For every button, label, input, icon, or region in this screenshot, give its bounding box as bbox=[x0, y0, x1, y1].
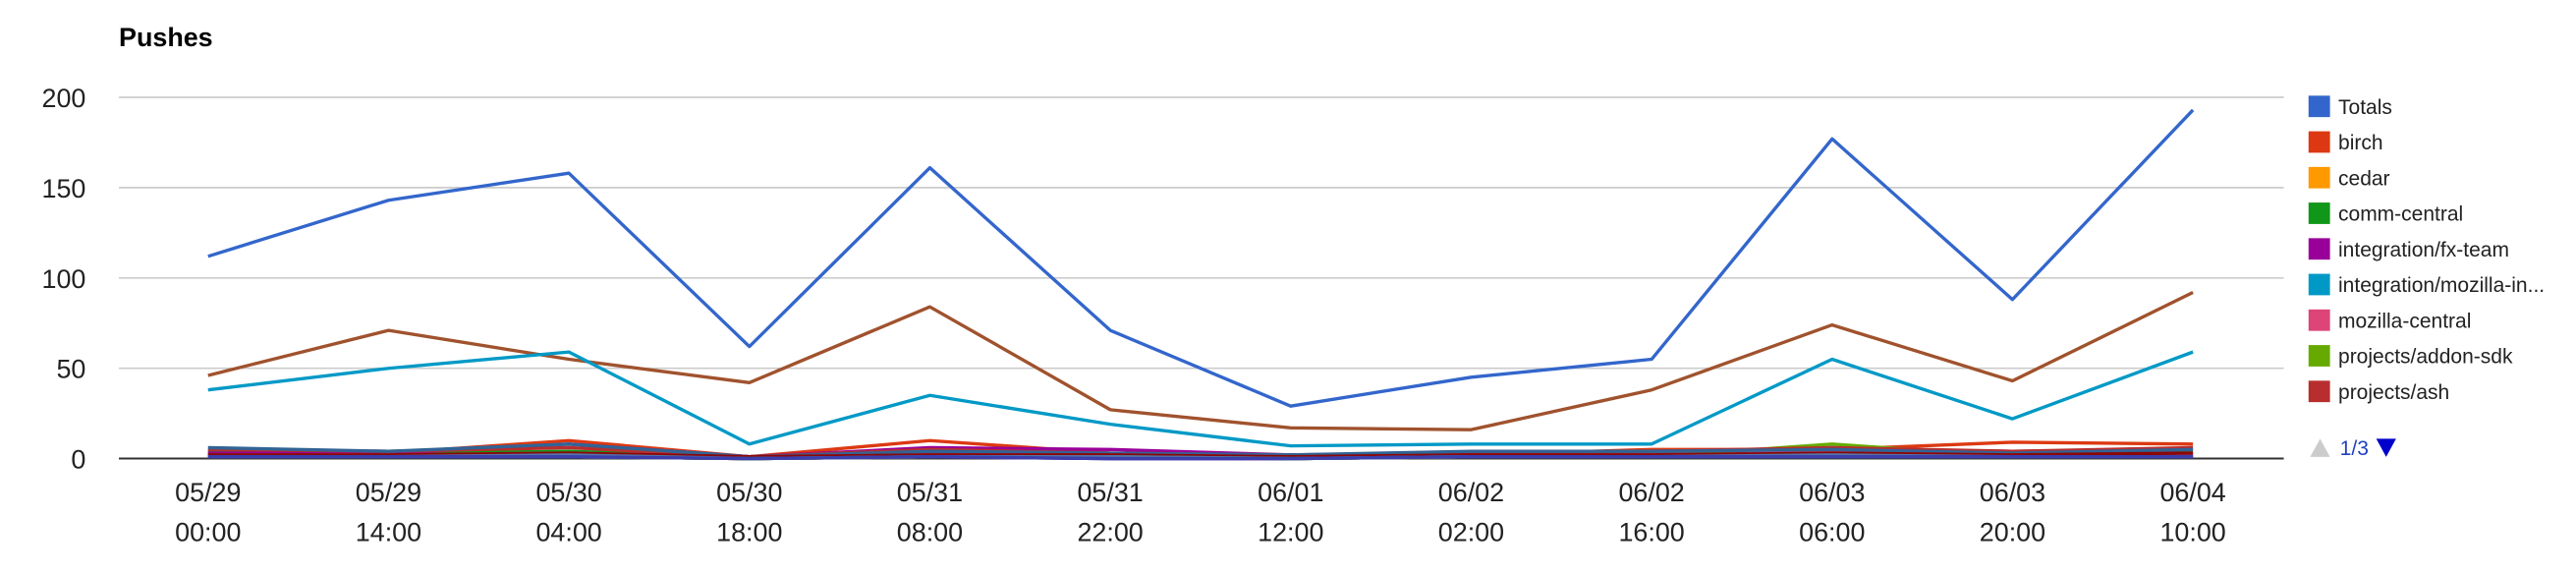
triangle-up-icon[interactable] bbox=[2310, 438, 2330, 457]
x-tick-label: 20:00 bbox=[1980, 517, 2045, 546]
chart-title: Pushes bbox=[119, 23, 213, 52]
x-tick-label: 18:00 bbox=[716, 517, 782, 546]
x-tick-label: 05/29 bbox=[356, 478, 421, 507]
legend-item[interactable]: comm-central bbox=[2308, 202, 2463, 226]
y-tick-label: 200 bbox=[42, 84, 86, 113]
legend-label: projects/ash bbox=[2338, 381, 2449, 404]
legend-page-indicator: 1/3 bbox=[2340, 437, 2369, 460]
x-tick-label: 06/04 bbox=[2159, 478, 2225, 507]
x-tick-label: 00:00 bbox=[175, 517, 241, 546]
legend-item[interactable]: projects/addon-sdk bbox=[2308, 345, 2513, 369]
legend-label: mozilla-central bbox=[2338, 310, 2471, 332]
x-axis: 05/29 00:00 05/29 14:00 05/30 04:00 05/30 18:00… bbox=[175, 478, 2226, 546]
x-tick-label: 06/03 bbox=[1980, 478, 2045, 507]
x-tick-label: 06/03 bbox=[1799, 478, 1865, 507]
legend-item[interactable]: integration/mozilla-in... bbox=[2308, 273, 2545, 297]
legend-swatch bbox=[2308, 309, 2330, 331]
x-tick-label: 06/01 bbox=[1258, 478, 1323, 507]
y-tick-label: 50 bbox=[56, 355, 85, 384]
legend-item[interactable]: projects/ash bbox=[2308, 380, 2449, 404]
y-tick-label: 0 bbox=[71, 445, 85, 475]
legend-item[interactable]: mozilla-central bbox=[2308, 309, 2472, 332]
legend-swatch bbox=[2308, 380, 2330, 403]
series-line bbox=[207, 451, 2194, 459]
legend-item[interactable]: birch bbox=[2308, 131, 2383, 154]
y-axis: 0 50 100 150 200 bbox=[42, 84, 86, 475]
legend-swatch bbox=[2308, 345, 2330, 367]
legend-item[interactable]: cedar bbox=[2308, 166, 2390, 190]
x-tick-label: 05/29 bbox=[175, 478, 241, 507]
legend-label: cedar bbox=[2338, 167, 2390, 190]
legend-swatch bbox=[2308, 273, 2330, 296]
legend-label: Totals bbox=[2338, 96, 2392, 119]
x-tick-label: 06/02 bbox=[1618, 478, 1684, 507]
x-tick-label: 04:00 bbox=[535, 517, 601, 546]
series-line bbox=[207, 291, 2194, 431]
x-tick-label: 12:00 bbox=[1258, 517, 1323, 546]
series-line-integration-mozilla-in- bbox=[207, 350, 2194, 448]
legend-label: integration/mozilla-in... bbox=[2338, 274, 2545, 297]
legend-swatch bbox=[2308, 166, 2330, 189]
legend-item[interactable]: integration/fx-team bbox=[2308, 238, 2509, 261]
x-tick-label: 05/31 bbox=[897, 478, 963, 507]
legend-label: projects/addon-sdk bbox=[2338, 346, 2513, 369]
grid-lines bbox=[119, 96, 2284, 460]
series-line-totals bbox=[207, 108, 2195, 408]
x-tick-label: 10:00 bbox=[2159, 517, 2225, 546]
legend-label: integration/fx-team bbox=[2338, 239, 2509, 261]
x-tick-label: 16:00 bbox=[1618, 517, 1684, 546]
legend-swatch bbox=[2308, 238, 2330, 260]
y-tick-label: 100 bbox=[42, 264, 86, 294]
triangle-down-icon[interactable] bbox=[2376, 438, 2396, 457]
x-tick-label: 06/02 bbox=[1438, 478, 1504, 507]
legend: Totals birch cedar comm-central integration/… bbox=[2308, 95, 2545, 404]
legend-item[interactable]: Totals bbox=[2308, 95, 2392, 119]
x-tick-label: 06:00 bbox=[1799, 517, 1865, 546]
x-tick-label: 05/30 bbox=[716, 478, 782, 507]
x-tick-label: 02:00 bbox=[1438, 517, 1504, 546]
series-line bbox=[207, 442, 2194, 459]
legend-label: comm-central bbox=[2338, 203, 2463, 226]
legend-swatch bbox=[2308, 131, 2330, 153]
legend-pager: 1/3 bbox=[2310, 437, 2396, 460]
y-tick-label: 150 bbox=[42, 174, 86, 203]
legend-swatch bbox=[2308, 95, 2330, 118]
x-tick-label: 14:00 bbox=[356, 517, 421, 546]
series-line bbox=[207, 455, 2194, 461]
x-tick-label: 05/31 bbox=[1077, 478, 1143, 507]
x-tick-label: 05/30 bbox=[535, 478, 601, 507]
legend-swatch bbox=[2308, 202, 2330, 224]
x-tick-label: 08:00 bbox=[897, 517, 963, 546]
x-tick-label: 22:00 bbox=[1077, 517, 1143, 546]
series-lines bbox=[207, 108, 2195, 461]
legend-label: birch bbox=[2338, 132, 2383, 154]
